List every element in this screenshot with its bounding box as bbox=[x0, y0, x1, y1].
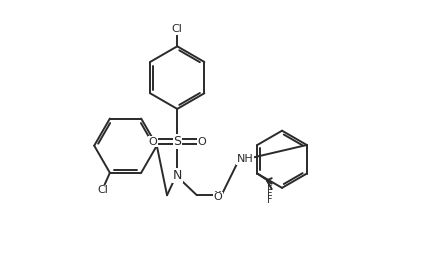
Text: F: F bbox=[267, 195, 273, 205]
Text: Cl: Cl bbox=[98, 185, 109, 196]
Text: O: O bbox=[214, 192, 223, 202]
Text: O: O bbox=[197, 137, 206, 147]
Text: F: F bbox=[267, 189, 273, 199]
Text: NH: NH bbox=[237, 154, 254, 164]
Text: N: N bbox=[172, 169, 182, 182]
Text: S: S bbox=[173, 135, 181, 148]
Text: Cl: Cl bbox=[172, 24, 183, 34]
Text: F: F bbox=[267, 182, 273, 192]
Text: O: O bbox=[149, 137, 157, 147]
